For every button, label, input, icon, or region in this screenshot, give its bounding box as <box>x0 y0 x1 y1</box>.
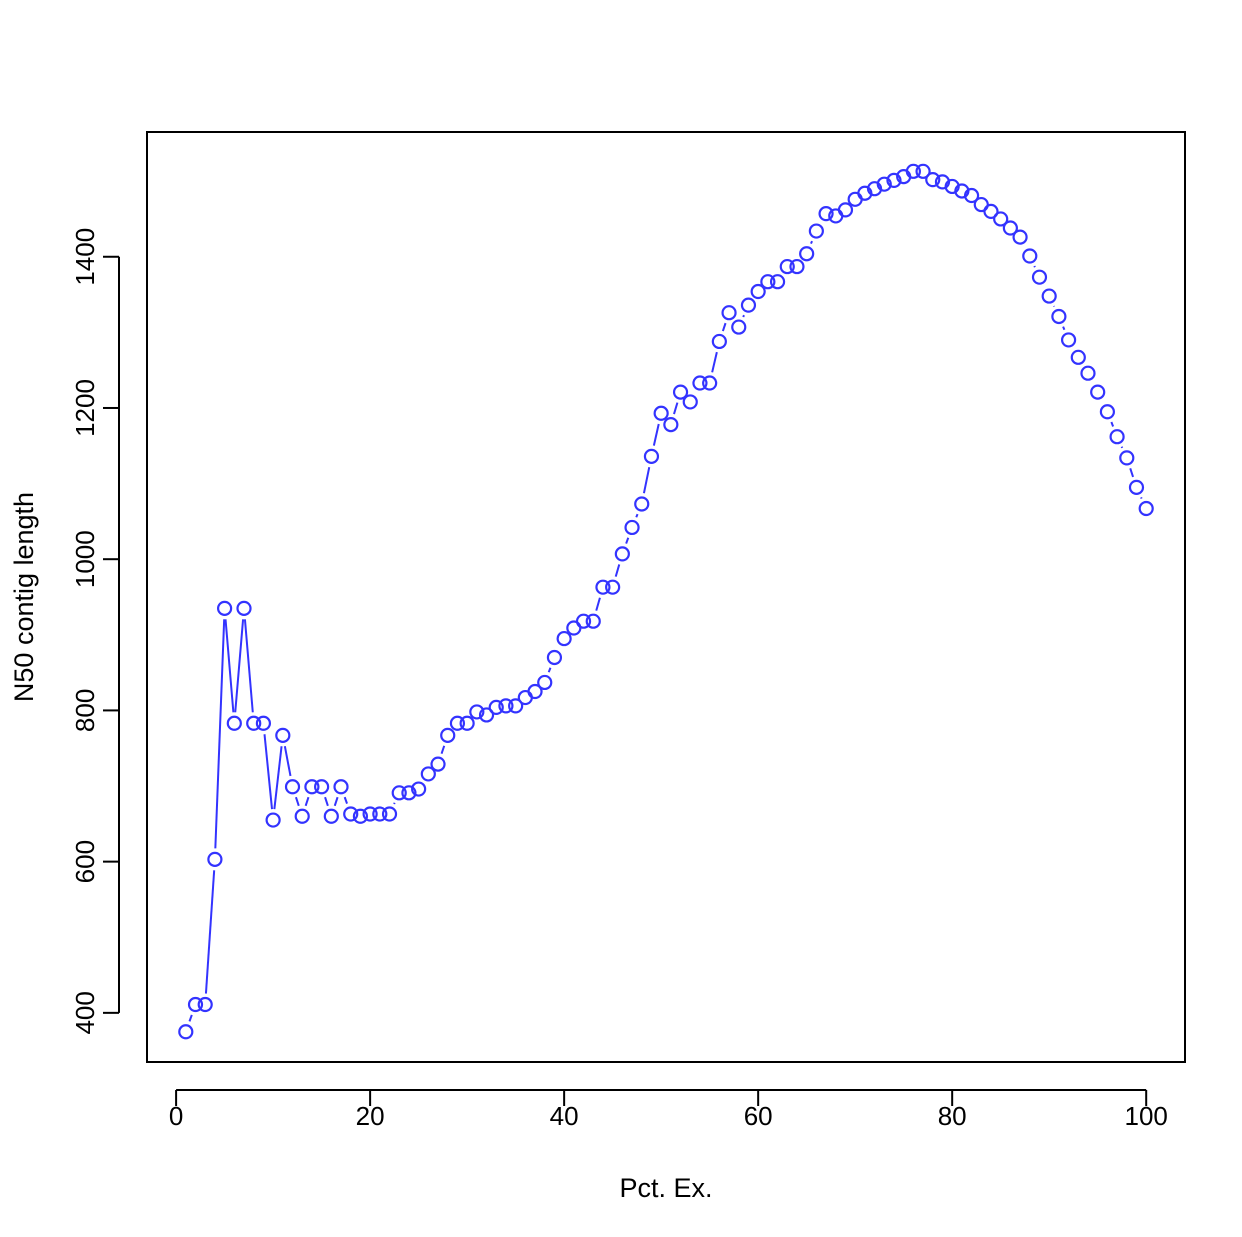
x-tick-label: 100 <box>1125 1101 1168 1131</box>
x-tick-label: 40 <box>550 1101 579 1131</box>
line-segment <box>743 315 744 317</box>
x-tick-label: 60 <box>744 1101 773 1131</box>
line-segment <box>394 803 395 804</box>
line-segment <box>1122 447 1123 448</box>
y-tick-label: 600 <box>70 840 100 883</box>
y-axis-label: N50 contig length <box>9 492 39 702</box>
line-segment <box>811 241 812 243</box>
x-tick-label: 20 <box>356 1101 385 1131</box>
line-segment <box>1063 327 1064 330</box>
y-tick-label: 1400 <box>70 228 100 286</box>
y-tick-label: 400 <box>70 991 100 1034</box>
y-tick-label: 1200 <box>70 379 100 437</box>
y-tick-label: 1000 <box>70 530 100 588</box>
line-segment <box>636 514 637 517</box>
line-segment <box>1034 266 1035 267</box>
line-segment <box>1141 497 1142 498</box>
x-axis-label: Pct. Ex. <box>619 1173 712 1203</box>
y-tick-label: 800 <box>70 689 100 732</box>
x-tick-label: 0 <box>169 1101 183 1131</box>
x-tick-label: 80 <box>938 1101 967 1131</box>
